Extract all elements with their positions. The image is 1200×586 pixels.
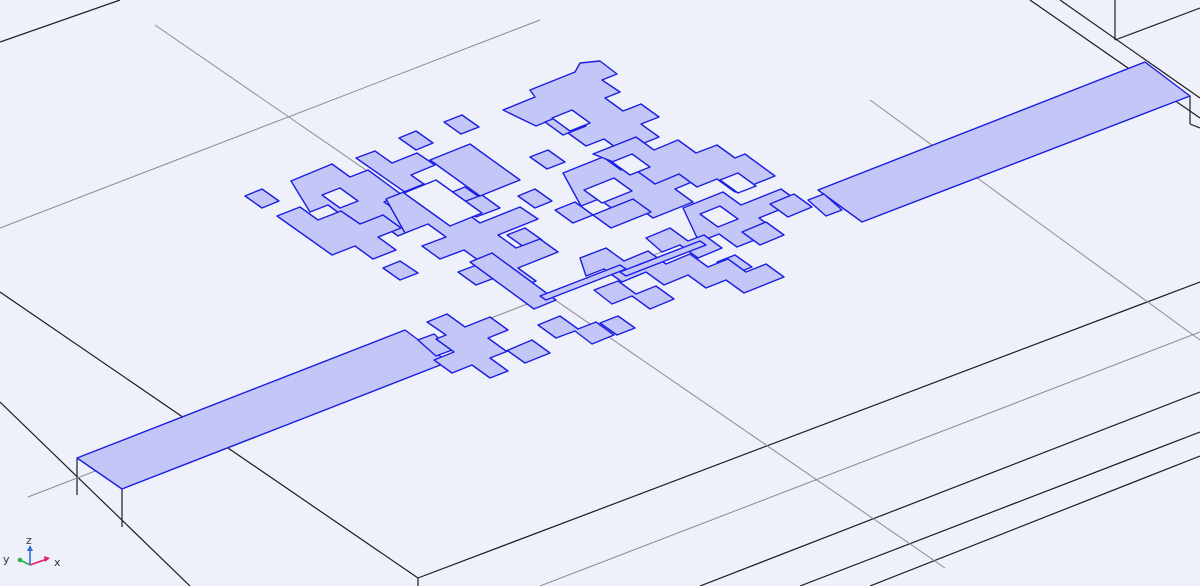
resonator-segment <box>769 193 813 218</box>
resonator-segment <box>554 198 652 229</box>
resonator-segment <box>469 252 557 310</box>
y-axis-label: y <box>3 553 10 566</box>
right-feed-line <box>817 61 1191 223</box>
resonator-segment <box>741 221 785 246</box>
resonator-segment <box>429 143 521 197</box>
resonator-segment <box>593 280 675 310</box>
pad <box>517 188 553 209</box>
resonator-segment <box>645 227 723 259</box>
resonator-segment <box>276 206 402 260</box>
resonator-segment <box>579 247 785 294</box>
resonator-segment <box>426 313 551 379</box>
x-axis-label: x <box>54 556 61 569</box>
pad <box>398 130 434 151</box>
feed-lines <box>76 61 1191 490</box>
resonator-segment <box>539 264 627 301</box>
axis-triad: z y x <box>3 534 61 569</box>
pad <box>382 260 419 281</box>
pad <box>244 188 280 209</box>
right-coupling-stub <box>807 193 843 217</box>
pattern-holes <box>321 109 757 228</box>
resonator-segment <box>537 315 615 345</box>
resonator-segment <box>619 240 707 277</box>
x-axis-icon <box>29 558 48 566</box>
pad <box>443 114 480 135</box>
z-axis-label: z <box>26 534 32 547</box>
left-feed-line <box>76 329 449 490</box>
pad <box>529 149 566 170</box>
pad <box>599 315 636 336</box>
